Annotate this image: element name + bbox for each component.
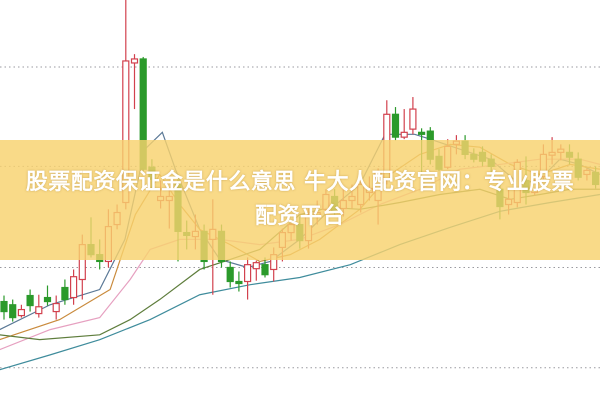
candle-up bbox=[400, 131, 408, 138]
candle-up bbox=[35, 306, 43, 315]
candle-up bbox=[252, 262, 260, 270]
candle-up bbox=[244, 264, 252, 283]
candle-down bbox=[261, 264, 269, 276]
candle-down bbox=[0, 300, 8, 313]
candle-down bbox=[43, 296, 52, 303]
title-banner bbox=[0, 140, 600, 260]
candle-down bbox=[235, 280, 243, 285]
candle-up bbox=[130, 58, 139, 64]
candle-down bbox=[26, 294, 34, 307]
candle-down bbox=[226, 266, 234, 283]
candle-down bbox=[61, 286, 69, 301]
candle-up bbox=[409, 108, 417, 130]
article-title: 股票配资保证金是什么意思 牛大人配资官网：专业股票配资平台 bbox=[25, 170, 575, 229]
candle-up bbox=[69, 276, 78, 299]
candle-down bbox=[418, 131, 426, 135]
candle-down bbox=[391, 113, 400, 138]
candle-up bbox=[17, 308, 25, 317]
candle-up bbox=[52, 302, 60, 313]
candle-down bbox=[9, 304, 17, 319]
